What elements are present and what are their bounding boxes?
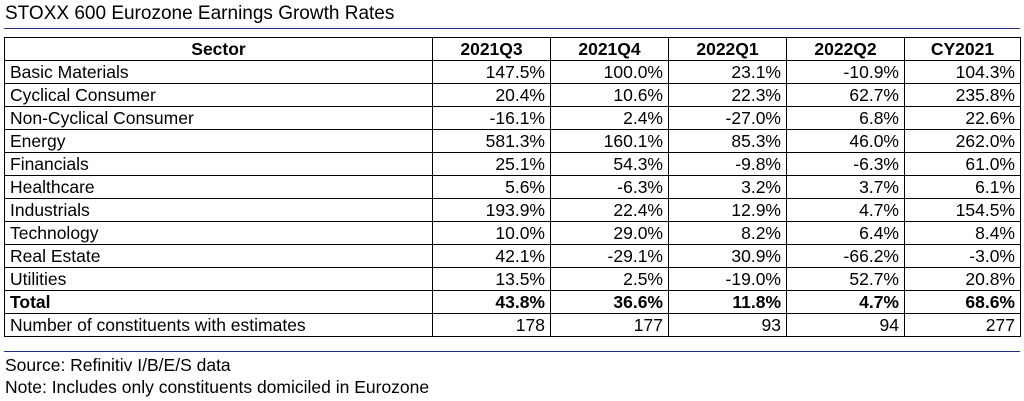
row-label: Real Estate: [4, 244, 433, 268]
table-row: Financials 25.1% 54.3% -9.8% -6.3% 61.0%: [4, 152, 1021, 176]
table-cell: 93: [668, 313, 787, 337]
column-header: 2021Q4: [550, 37, 669, 61]
table-cell: 5.6%: [432, 175, 551, 199]
table-row: Utilities 13.5% 2.5% -19.0% 52.7% 20.8%: [4, 267, 1021, 291]
table-cell: 22.4%: [550, 198, 669, 222]
table-cell: 43.8%: [432, 290, 551, 314]
page-title: STOXX 600 Eurozone Earnings Growth Rates: [5, 3, 395, 24]
table-cell: -3.0%: [904, 244, 1021, 268]
row-label: Total: [4, 290, 433, 314]
table-cell: 2.5%: [550, 267, 669, 291]
row-label: Cyclical Consumer: [4, 83, 433, 107]
table-cell: 4.7%: [786, 198, 905, 222]
constituents-row: Number of constituents with estimates 178…: [4, 313, 1021, 337]
column-header: 2021Q3: [432, 37, 551, 61]
table-cell: -66.2%: [786, 244, 905, 268]
table-cell: 46.0%: [786, 129, 905, 153]
table-cell: -27.0%: [668, 106, 787, 130]
table-cell: 193.9%: [432, 198, 551, 222]
table-cell: 8.2%: [668, 221, 787, 245]
table-cell: 20.4%: [432, 83, 551, 107]
table-cell: 6.8%: [786, 106, 905, 130]
table-cell: 85.3%: [668, 129, 787, 153]
table-cell: 12.9%: [668, 198, 787, 222]
total-row: Total 43.8% 36.6% 11.8% 4.7% 68.6%: [4, 290, 1021, 314]
table-cell: -10.9%: [786, 60, 905, 84]
table-cell: 11.8%: [668, 290, 787, 314]
table-cell: 104.3%: [904, 60, 1021, 84]
column-header: Sector: [4, 37, 433, 61]
table-cell: 68.6%: [904, 290, 1021, 314]
column-header: 2022Q2: [786, 37, 905, 61]
table-cell: 61.0%: [904, 152, 1021, 176]
table-cell: -19.0%: [668, 267, 787, 291]
row-label: Utilities: [4, 267, 433, 291]
row-label: Healthcare: [4, 175, 433, 199]
table-row: Basic Materials 147.5% 100.0% 23.1% -10.9% 10…: [4, 60, 1021, 84]
table-cell: 22.3%: [668, 83, 787, 107]
table-cell: 13.5%: [432, 267, 551, 291]
table-cell: 20.8%: [904, 267, 1021, 291]
table-cell: 2.4%: [550, 106, 669, 130]
earnings-growth-table: Sector 2021Q3 2021Q4 2022Q1 2022Q2 CY202…: [4, 37, 1021, 337]
table-cell: 262.0%: [904, 129, 1021, 153]
source-note: Source: Refinitiv I/B/E/S data: [5, 355, 231, 375]
table-cell: 42.1%: [432, 244, 551, 268]
table-row: Real Estate 42.1% -29.1% 30.9% -66.2% -3.0%: [4, 244, 1021, 268]
table-cell: 235.8%: [904, 83, 1021, 107]
row-label: Technology: [4, 221, 433, 245]
table-cell: 147.5%: [432, 60, 551, 84]
table-cell: 30.9%: [668, 244, 787, 268]
table-cell: 4.7%: [786, 290, 905, 314]
table-cell: 10.0%: [432, 221, 551, 245]
table-cell: 581.3%: [432, 129, 551, 153]
table-row: Cyclical Consumer 20.4% 10.6% 22.3% 62.7% 235…: [4, 83, 1021, 107]
footnotes: Source: Refinitiv I/B/E/S data Note: Inc…: [5, 354, 429, 398]
table-cell: 154.5%: [904, 198, 1021, 222]
table-cell: 3.7%: [786, 175, 905, 199]
row-label: Number of constituents with estimates: [4, 313, 433, 337]
row-label: Industrials: [4, 198, 433, 222]
table-cell: 6.4%: [786, 221, 905, 245]
table-row: Healthcare 5.6% -6.3% 3.2% 3.7% 6.1%: [4, 175, 1021, 199]
table-cell: -6.3%: [786, 152, 905, 176]
table-cell: 52.7%: [786, 267, 905, 291]
table-row: Non-Cyclical Consumer -16.1% 2.4% -27.0% 6.8…: [4, 106, 1021, 130]
table-cell: 10.6%: [550, 83, 669, 107]
table-cell: 8.4%: [904, 221, 1021, 245]
table-cell: 22.6%: [904, 106, 1021, 130]
table-cell: 6.1%: [904, 175, 1021, 199]
table-cell: 36.6%: [550, 290, 669, 314]
scope-note: Note: Includes only constituents domicil…: [5, 377, 430, 397]
table-cell: 100.0%: [550, 60, 669, 84]
table-cell: 29.0%: [550, 221, 669, 245]
table-cell: 177: [550, 313, 669, 337]
table-cell: 54.3%: [550, 152, 669, 176]
row-label: Non-Cyclical Consumer: [4, 106, 433, 130]
table-cell: 277: [904, 313, 1021, 337]
table-cell: 178: [432, 313, 551, 337]
table-cell: 94: [786, 313, 905, 337]
column-header: CY2021: [904, 37, 1021, 61]
table-row: Technology 10.0% 29.0% 8.2% 6.4% 8.4%: [4, 221, 1021, 245]
row-label: Basic Materials: [4, 60, 433, 84]
table-cell: -16.1%: [432, 106, 551, 130]
column-header: 2022Q1: [668, 37, 787, 61]
table-cell: 62.7%: [786, 83, 905, 107]
table-cell: 3.2%: [668, 175, 787, 199]
table-row: Industrials 193.9% 22.4% 12.9% 4.7% 154.5%: [4, 198, 1021, 222]
row-label: Energy: [4, 129, 433, 153]
footer-divider: [4, 351, 1020, 352]
title-divider: [4, 28, 1020, 29]
table-cell: 23.1%: [668, 60, 787, 84]
table-row: Energy 581.3% 160.1% 85.3% 46.0% 262.0%: [4, 129, 1021, 153]
table-cell: -9.8%: [668, 152, 787, 176]
table-cell: -6.3%: [550, 175, 669, 199]
table-cell: 160.1%: [550, 129, 669, 153]
table-cell: -29.1%: [550, 244, 669, 268]
table-cell: 25.1%: [432, 152, 551, 176]
table-header-row: Sector 2021Q3 2021Q4 2022Q1 2022Q2 CY202…: [4, 37, 1021, 61]
row-label: Financials: [4, 152, 433, 176]
